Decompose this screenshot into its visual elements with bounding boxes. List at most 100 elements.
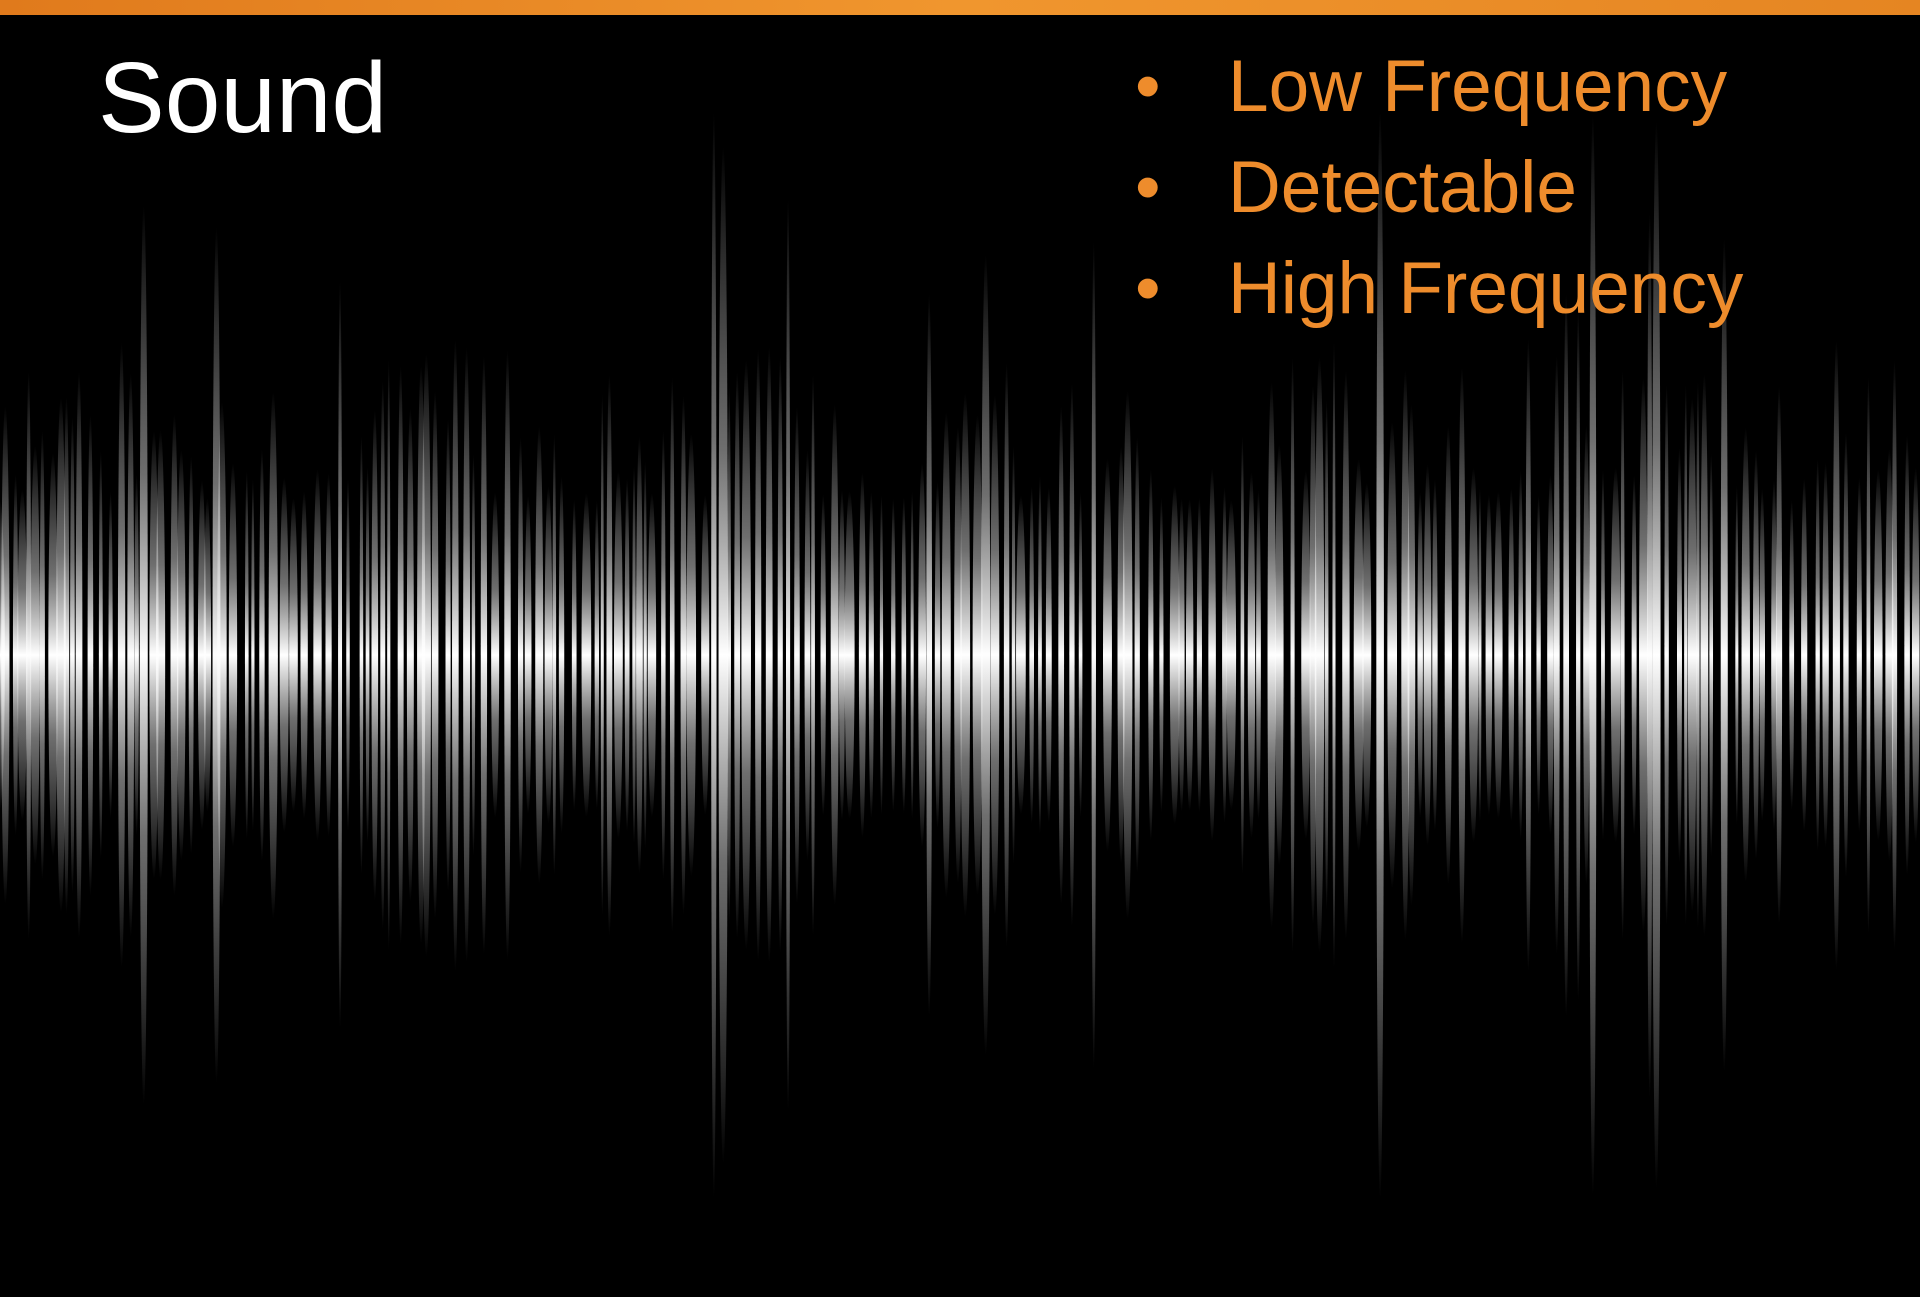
- wave-spike: [398, 365, 404, 944]
- wave-spike: [1424, 464, 1432, 846]
- wave-spike: [1735, 485, 1738, 825]
- wave-spike: [625, 478, 630, 832]
- bullet-item: •Low Frequency: [1135, 36, 1743, 137]
- wave-spike: [280, 477, 289, 832]
- slide-title: Sound: [98, 38, 387, 158]
- wave-spike: [766, 346, 773, 963]
- wave-spike: [371, 409, 378, 901]
- wave-spike: [1208, 468, 1216, 841]
- wave-spike: [76, 371, 83, 939]
- wave-spike: [108, 491, 112, 818]
- wave-spike: [1159, 497, 1163, 813]
- wave-spike: [926, 293, 932, 1017]
- wave-spike: [1, 406, 9, 904]
- wave-spike: [245, 471, 249, 840]
- wave-spike: [1256, 490, 1261, 820]
- wave-spike: [1123, 391, 1133, 920]
- wave-spike: [1742, 427, 1750, 882]
- wave-spike: [422, 353, 431, 957]
- wave-spike: [1290, 357, 1294, 953]
- wave-spike: [1647, 211, 1652, 1098]
- wave-spike: [40, 430, 45, 880]
- wave-spike: [134, 474, 139, 835]
- wave-spike: [794, 406, 800, 904]
- bullet-text: Low Frequency: [1228, 46, 1727, 127]
- wave-spike: [595, 500, 599, 809]
- bullet-list: •Low Frequency•Detectable•High Frequency: [1135, 36, 1743, 339]
- wave-spike: [504, 350, 510, 961]
- wave-spike: [1709, 452, 1713, 857]
- wave-spike: [346, 478, 350, 833]
- wave-spike: [1432, 479, 1437, 832]
- wave-spike: [741, 360, 751, 951]
- bullet-item: •Detectable: [1135, 137, 1743, 238]
- wave-spike: [300, 491, 307, 819]
- wave-spike: [1268, 382, 1276, 929]
- wave-spike: [1179, 498, 1185, 811]
- wave-spike: [1583, 425, 1589, 885]
- wave-spike: [1301, 470, 1310, 839]
- wave-spike: [1677, 447, 1682, 862]
- wave-spike: [1904, 435, 1910, 876]
- wave-spike: [1508, 488, 1514, 822]
- wave-spike: [831, 404, 839, 906]
- wave-spike: [1563, 293, 1569, 1018]
- wave-spike: [1004, 362, 1009, 948]
- wave-spike: [1227, 500, 1237, 810]
- wave-spike: [1601, 469, 1605, 841]
- wave-spike: [1069, 383, 1074, 928]
- wave-spike: [259, 449, 264, 862]
- slide: Sound •Low Frequency•Detectable•High Fre…: [0, 0, 1920, 1297]
- wave-spike: [1611, 468, 1621, 843]
- wave-spike: [1912, 467, 1920, 842]
- wave-spike: [734, 371, 740, 939]
- wave-spike: [289, 498, 298, 813]
- wave-spike: [711, 110, 716, 1200]
- wave-spike: [1079, 492, 1083, 817]
- bullet-text: Detectable: [1228, 147, 1577, 228]
- wave-spike: [99, 451, 103, 860]
- wave-spike: [452, 339, 459, 971]
- wave-spike: [70, 416, 75, 894]
- wave-spike: [1639, 378, 1648, 933]
- wave-spike: [525, 496, 532, 815]
- wave-spike: [432, 391, 439, 920]
- wave-spike: [1866, 376, 1870, 934]
- wave-spike: [463, 347, 470, 963]
- wave-spike: [1445, 426, 1452, 885]
- wave-spike: [1197, 497, 1202, 813]
- wave-spike: [727, 384, 730, 927]
- wave-spike: [552, 434, 556, 876]
- wave-spike: [1241, 436, 1245, 875]
- wave-spike: [407, 408, 414, 902]
- wave-spike: [366, 466, 370, 843]
- wave-spike: [380, 380, 385, 929]
- wave-spike: [204, 498, 211, 812]
- wave-spike: [1275, 444, 1284, 866]
- wave-spike: [518, 437, 523, 873]
- bullet-dot: •: [1135, 137, 1228, 238]
- wave-spike: [1816, 458, 1820, 851]
- wave-spike: [1684, 384, 1687, 927]
- wave-spike: [973, 415, 983, 896]
- wave-spike: [1632, 475, 1637, 835]
- wave-spike: [811, 373, 815, 937]
- wave-spike: [325, 473, 331, 837]
- wave-spike: [1342, 370, 1349, 940]
- wave-spike: [1494, 491, 1502, 818]
- wave-spike: [719, 145, 728, 1165]
- wave-spike: [156, 430, 165, 880]
- wave-spike: [1103, 459, 1112, 852]
- wave-spike: [839, 490, 845, 821]
- wave-spike: [1186, 499, 1193, 811]
- bullet-text: High Frequency: [1228, 248, 1743, 329]
- wave-spike: [1892, 360, 1897, 951]
- bullet-item: •High Frequency: [1135, 238, 1743, 339]
- wave-spike: [1417, 492, 1422, 819]
- wave-spike: [1170, 485, 1180, 824]
- wave-spike: [891, 498, 895, 812]
- wave-spike: [1038, 475, 1042, 835]
- wave-spike: [644, 460, 647, 849]
- wave-spike: [177, 450, 186, 861]
- wave-spike: [1688, 398, 1697, 912]
